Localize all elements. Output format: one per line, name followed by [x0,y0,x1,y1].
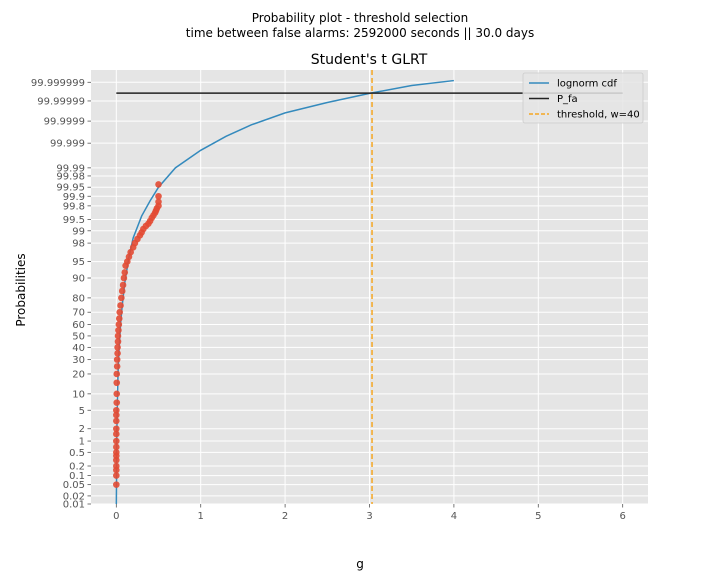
data-point [116,308,123,316]
x-axis-label: g [356,557,364,571]
data-point [115,326,122,334]
data-point [113,370,121,378]
x-tick-label: 3 [366,511,372,522]
data-point [113,430,120,438]
data-point [113,425,120,433]
y-tick-label: 99.9 [63,192,85,203]
data-point [113,481,120,488]
y-tick-label: 99.999 [50,139,85,150]
data-point [113,443,120,451]
data-point [113,390,121,398]
data-point [114,350,121,357]
y-tick-label: 20 [72,369,85,380]
x-tick-label: 5 [535,511,541,522]
y-tick-label: 99.8 [63,201,85,212]
legend: lognorm cdf P_fa threshold, w=40 [522,72,644,124]
data-point [113,406,120,414]
data-point [155,192,162,200]
x-tick-label: 2 [282,511,288,522]
figure-subtitle: time between false alarms: 2592000 secon… [185,26,535,40]
legend-label: threshold, w=40 [557,110,640,121]
figure-suptitle: Probability plot - threshold selection [251,11,469,25]
data-point [115,321,123,328]
y-tick-label: 2 [79,424,85,435]
y-tick-label: 80 [72,293,85,304]
y-tick-label: 98 [72,239,85,250]
data-point [113,411,120,419]
y-tick-label: 99.9999 [44,117,85,128]
legend-frame [522,72,644,124]
y-tick-label: 60 [72,320,85,331]
data-point [113,356,121,363]
x-tick-label: 1 [198,511,204,522]
y-tick-label: 95 [72,257,85,268]
data-point [113,462,120,470]
data-point [114,344,121,351]
x-tick-label: 0 [113,511,119,522]
data-point [120,274,128,282]
y-tick-label: 0.5 [69,448,85,459]
y-tick-label: 0.02 [63,491,85,502]
y-tick-label: 40 [72,343,85,354]
data-point [121,269,129,276]
y-tick-label: 0.2 [69,461,85,472]
data-point [127,248,134,256]
y-axis-label: Probabilities [14,253,28,326]
y-tick-label: 99.99999 [37,96,85,107]
data-point [113,437,120,445]
y-tick-label: 99.999999 [31,78,85,89]
data-point [113,399,121,406]
y-tick-label: 70 [72,308,85,319]
chart-title: Student's t GLRT [311,52,428,68]
data-point [118,287,126,295]
data-point [113,449,120,456]
y-tick-label: 99.98 [56,171,85,182]
data-point [118,294,125,302]
y-tick-label: 99.95 [56,183,85,194]
y-tick-label: 99.99 [56,163,85,174]
data-point [114,338,122,345]
data-point [115,315,123,322]
x-tick-label: 6 [619,511,625,522]
y-tick-label: 0.1 [69,471,85,482]
data-point [113,472,120,479]
data-point [113,363,121,370]
legend-label: P_fa [557,94,578,105]
y-tick-label: 90 [72,274,85,285]
data-point [117,302,124,309]
data-point [113,417,120,425]
data-point [114,332,122,340]
data-point [155,181,162,188]
y-tick-label: 30 [72,355,85,366]
lognorm-cdf-line [115,79,454,505]
legend-label: lognorm cdf [557,79,617,90]
y-tick-label: 1 [79,437,85,448]
x-tick-label: 4 [451,511,457,522]
data-point [113,379,121,387]
y-tick-label: 50 [72,331,85,342]
y-tick-label: 0.01 [63,500,85,511]
y-tick-label: 99.5 [63,215,85,226]
data-point [119,281,127,289]
y-tick-label: 0.05 [63,480,85,491]
y-tick-label: 10 [72,389,85,400]
y-tick-label: 5 [79,406,85,417]
data-point [155,198,162,206]
y-tick-label: 99 [72,226,85,237]
